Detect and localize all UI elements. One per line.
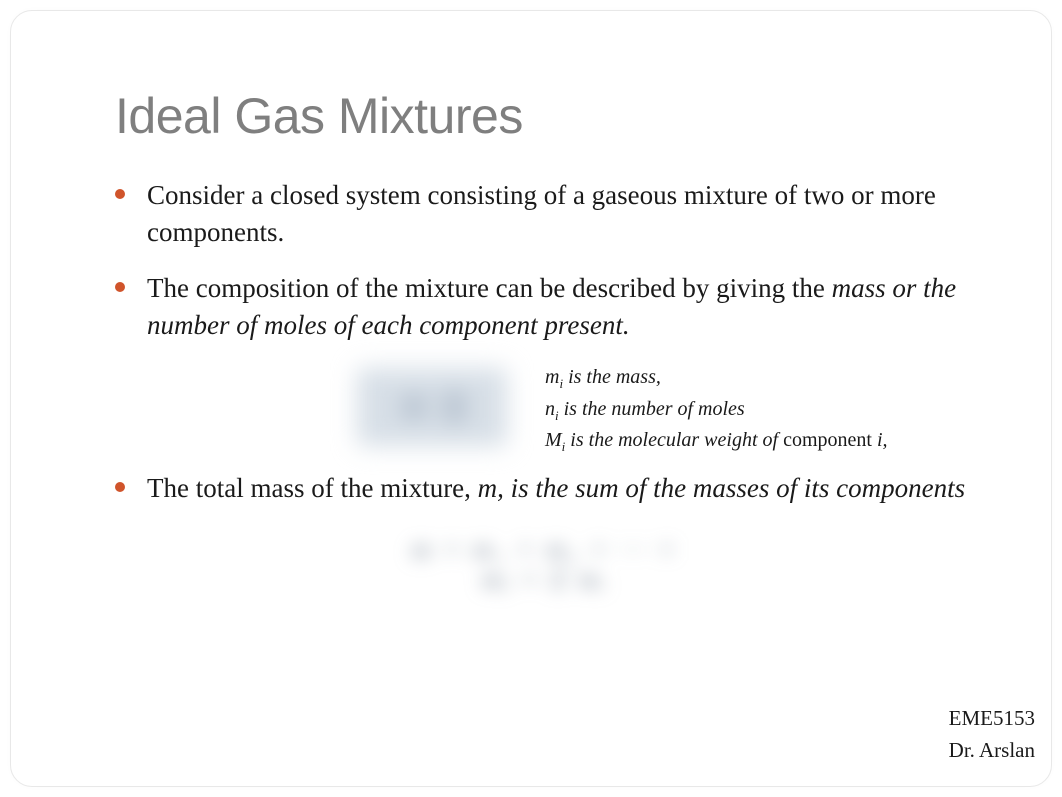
bullet-item: The composition of the mixture can be de… — [115, 270, 985, 345]
bullet-text: The composition of the mixture can be de… — [147, 270, 985, 345]
bullet-text: The total mass of the mixture, m, is the… — [147, 470, 985, 507]
def-sym: n — [545, 398, 555, 420]
bullet-italic: m, is the sum of the masses of its compo… — [478, 473, 965, 503]
bullet-text: Consider a closed system consisting of a… — [147, 177, 985, 252]
bullet-icon — [115, 189, 125, 199]
bullet-plain: The total mass of the mixture, — [147, 473, 478, 503]
def-line: mi is the mass, — [545, 362, 888, 394]
bullet-plain: Consider a closed system consisting of a… — [147, 180, 936, 247]
slide-title: Ideal Gas Mixtures — [115, 87, 523, 145]
slide-frame: Ideal Gas Mixtures Consider a closed sys… — [10, 10, 1052, 787]
def-sym: m — [545, 366, 559, 388]
blurred-equation: m = m₁ + m₂ + ··· + mⱼ = Σ mᵢ — [395, 535, 695, 585]
def-rest: is the molecular weight of — [565, 429, 783, 451]
def-rest: i, — [877, 429, 888, 451]
bullet-item: The total mass of the mixture, m, is the… — [115, 470, 985, 507]
author-name: Dr. Arslan — [949, 735, 1035, 767]
course-code: EME5153 — [949, 703, 1035, 735]
equation-row: m = m₁ + m₂ + ··· + mⱼ = Σ mᵢ — [115, 525, 985, 615]
symbol-definitions: mi is the mass, ni is the number of mole… — [545, 362, 888, 457]
bullet-icon — [115, 482, 125, 492]
slide-body: Consider a closed system consisting of a… — [115, 177, 985, 615]
def-line: ni is the number of moles — [545, 394, 888, 426]
blurred-equation-box — [357, 368, 507, 446]
bullet-item: Consider a closed system consisting of a… — [115, 177, 985, 252]
def-sym: M — [545, 429, 562, 451]
def-rest-roman: component — [783, 429, 877, 451]
def-rest: is the mass, — [563, 366, 661, 388]
slide-footer: EME5153 Dr. Arslan — [949, 703, 1035, 766]
def-line: Mi is the molecular weight of component … — [545, 425, 888, 457]
definitions-row: mi is the mass, ni is the number of mole… — [147, 362, 985, 466]
bullet-icon — [115, 282, 125, 292]
bullet-plain: The composition of the mixture can be de… — [147, 273, 832, 303]
def-rest: is the number of moles — [559, 398, 745, 420]
